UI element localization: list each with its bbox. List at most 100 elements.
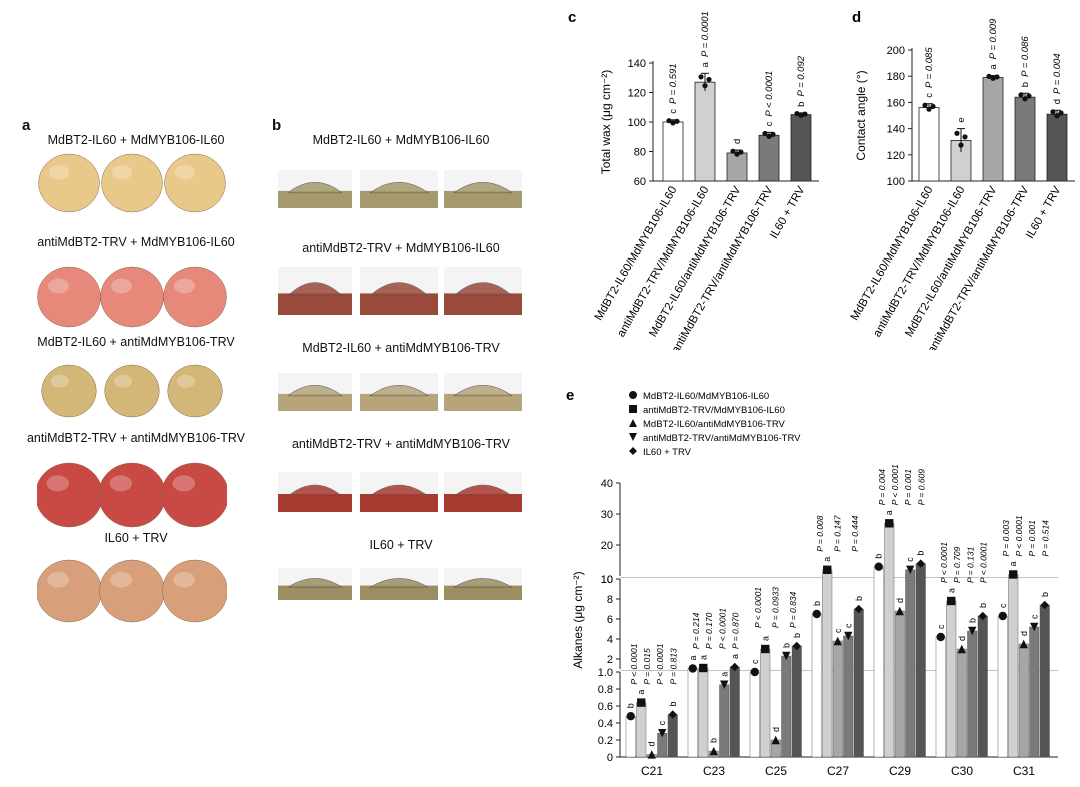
significance-letter: d xyxy=(647,741,657,746)
droplet xyxy=(369,484,429,497)
significance-annotation: a P = 0.0001 xyxy=(700,11,711,67)
data-point xyxy=(762,130,768,137)
significance-annotation: b P = 0.086 xyxy=(1020,36,1031,88)
bar-c27-mdbt2-il60-mdmyb106-il60 xyxy=(811,613,822,758)
panel-a-label: MdBT2-IL60 + antiMdMYB106-TRV xyxy=(37,335,235,349)
significance-letter: b xyxy=(854,596,864,601)
p-value: P = 0.086 xyxy=(1020,36,1031,77)
p-value: P = 0.147 xyxy=(833,515,843,552)
bar-c23-mdbt2-il60-mdmyb106-il60 xyxy=(687,668,698,758)
surface xyxy=(444,293,522,315)
bar-c29-il60-trv xyxy=(915,563,926,758)
data-point xyxy=(994,74,1000,80)
y-tick-label: 140 xyxy=(887,124,905,136)
apple-highlight xyxy=(173,571,195,588)
p-value: P = 0.870 xyxy=(730,612,740,649)
apple-fruit xyxy=(100,266,164,328)
bar-c29-antimdbt2-trv-antimdmyb106-trv xyxy=(905,569,916,758)
data-marker-circle xyxy=(936,632,945,642)
y-tick-label: 4 xyxy=(607,634,613,646)
significance-annotation: c P = 0.085 xyxy=(924,47,935,98)
droplet xyxy=(453,484,513,497)
apple-fruit xyxy=(37,266,101,328)
surface xyxy=(444,190,522,208)
bar-c31-antimdbt2-trv-antimdmyb106-trv xyxy=(1029,626,1040,758)
apple-fruit xyxy=(167,364,223,418)
bar-c25-il60-trv xyxy=(791,645,802,758)
bar-mdbt2-il60-mdmyb106-il60 xyxy=(918,107,940,182)
y-tick-label: 2 xyxy=(607,654,613,666)
panel-c-letter: c xyxy=(568,9,576,26)
significance-letter: a xyxy=(946,588,956,593)
data-marker-square xyxy=(637,698,646,707)
data-marker-triangle-down xyxy=(906,565,915,574)
bar-c21-antimdbt2-trv-mdmyb106-il60 xyxy=(636,702,647,758)
data-point xyxy=(674,118,680,124)
bar-mdbt2-il60-antimdmyb106-trv xyxy=(982,77,1004,182)
panel-b-label: antiMdBT2-TRV + MdMYB106-IL60 xyxy=(302,241,500,255)
surface xyxy=(444,494,522,512)
bar-c30-antimdbt2-trv-mdmyb106-il60 xyxy=(946,600,957,758)
apple-fruit xyxy=(161,462,227,528)
apple-fruit xyxy=(37,462,103,528)
y-tick-label: 0.8 xyxy=(598,684,613,696)
data-point xyxy=(802,111,808,117)
apple-photo xyxy=(37,462,227,528)
surface xyxy=(278,585,352,600)
significance-annotation: a P = 0.009 xyxy=(988,18,999,70)
panel-c-chart: c 60 80 100 120 140 Total wax (μg cm⁻²) c P = 0.… xyxy=(568,9,819,350)
legend-marker-square xyxy=(629,405,637,413)
droplet xyxy=(453,282,513,297)
panel-b-label: MdBT2-IL60 + MdMYB106-IL60 xyxy=(312,133,490,147)
significance-letter: b xyxy=(1040,592,1050,597)
apple-fruit xyxy=(162,559,227,623)
apple-highlight xyxy=(109,475,132,492)
data-marker-triangle-up xyxy=(1019,639,1028,649)
surface xyxy=(360,494,438,512)
apple-fruit xyxy=(163,266,227,328)
bar-c29-antimdbt2-trv-mdmyb106-il60 xyxy=(884,523,895,758)
data-marker-circle xyxy=(998,611,1007,621)
surface xyxy=(444,585,522,600)
x-tick-label: C29 xyxy=(889,764,911,778)
apple-fruit xyxy=(101,153,163,213)
data-point xyxy=(734,151,740,157)
droplet xyxy=(287,385,343,397)
p-value: P < 0.0001 xyxy=(717,608,727,649)
bar-c23-antimdbt2-trv-mdmyb106-il60 xyxy=(698,667,709,758)
bar-c30-mdbt2-il60-antimdmyb106-trv xyxy=(956,648,967,758)
droplet-photo xyxy=(278,267,522,315)
significance-letter: b xyxy=(781,643,791,648)
surface xyxy=(360,585,438,600)
bar-c30-antimdbt2-trv-antimdmyb106-trv xyxy=(967,630,978,758)
p-value: P = 0.004 xyxy=(877,469,887,506)
y-tick-label: 6 xyxy=(607,614,613,626)
p-value: P = 0.609 xyxy=(916,469,926,506)
significance-letter: c xyxy=(657,720,667,725)
p-value: P = 0.444 xyxy=(850,515,860,552)
apple-fruit xyxy=(37,559,102,623)
p-value: P = 0.709 xyxy=(952,546,962,583)
apple-highlight xyxy=(46,475,69,492)
x-tick-label: C25 xyxy=(765,764,787,778)
panel-b-label: IL60 + TRV xyxy=(369,538,433,552)
apple-fruit xyxy=(104,364,160,418)
significance-letter: a xyxy=(1008,561,1018,566)
significance-letter: c xyxy=(750,659,760,664)
significance-annotation: d xyxy=(732,139,743,144)
data-point xyxy=(702,83,708,89)
p-value: P < 0.0001 xyxy=(1014,515,1024,556)
significance-annotation: e xyxy=(956,117,967,122)
apple-highlight xyxy=(111,165,132,180)
p-value: P = 0.015 xyxy=(642,648,652,685)
p-value: P < 0.0001 xyxy=(753,587,763,628)
panel-a-label: antiMdBT2-TRV + MdMYB106-IL60 xyxy=(37,235,235,249)
data-point xyxy=(1022,96,1028,102)
data-marker-square xyxy=(699,663,708,673)
significance-annotation: c P < 0.0001 xyxy=(764,71,775,127)
data-marker-circle xyxy=(626,712,635,721)
data-point xyxy=(954,130,960,136)
panel-a-label: antiMdBT2-TRV + antiMdMYB106-TRV xyxy=(26,431,246,445)
p-value: P < 0.0001 xyxy=(939,542,949,583)
panel-b-letter: b xyxy=(272,117,282,134)
